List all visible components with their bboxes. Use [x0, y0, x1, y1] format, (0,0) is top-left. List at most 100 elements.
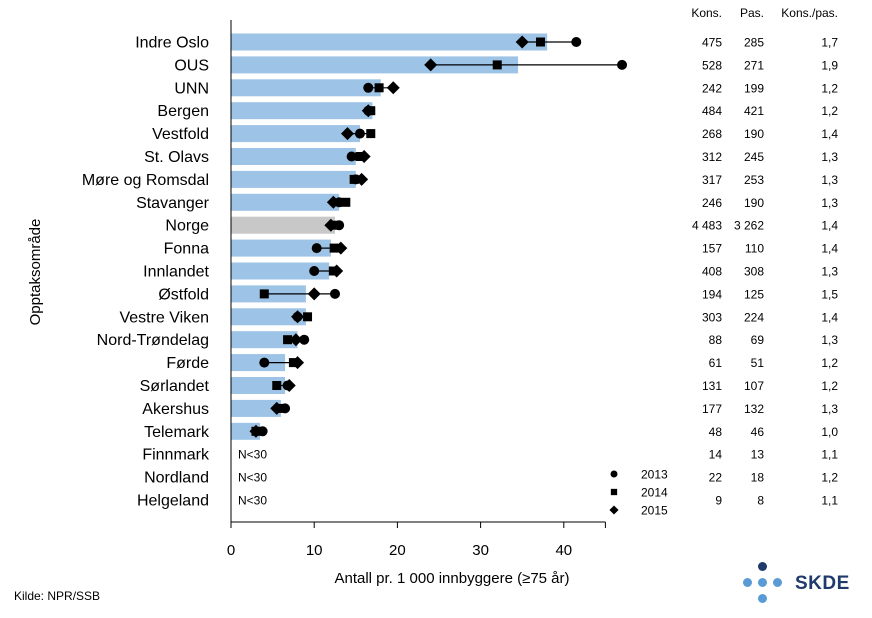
table-cell: 190 — [744, 196, 764, 210]
logo-dot — [773, 578, 782, 587]
table-cell: 246 — [702, 196, 722, 210]
table-cell: 194 — [702, 287, 722, 301]
table-cell: 46 — [751, 425, 765, 439]
point-2015 — [289, 333, 303, 347]
table-cell: 268 — [702, 127, 722, 141]
table-cell: 308 — [744, 265, 764, 279]
bar-fonna — [231, 239, 331, 257]
table-cell: 1,4 — [821, 127, 838, 141]
point-2015 — [424, 58, 438, 72]
point-2015 — [355, 172, 369, 186]
bar-ous — [231, 56, 519, 74]
point-2015 — [386, 81, 400, 95]
table-cell: 1,1 — [821, 448, 838, 462]
bar-akershus — [231, 399, 281, 417]
table-cell: 421 — [744, 104, 764, 118]
table-cell: 110 — [745, 242, 764, 256]
category-label: Telemark — [144, 424, 210, 441]
category-label: Indre Oslo — [135, 35, 209, 52]
y-axis-title: Opptaksområde — [27, 219, 44, 326]
legend-label: 2013 — [641, 468, 668, 482]
table-cell: 224 — [744, 310, 764, 324]
point-2015 — [270, 401, 284, 415]
table-cell: 51 — [751, 356, 765, 370]
category-label: Førde — [166, 355, 209, 372]
point-2015 — [307, 287, 321, 301]
bar-unn — [231, 79, 381, 97]
table-cell: 1,2 — [821, 379, 838, 393]
table-cell: 13 — [751, 448, 765, 462]
table-cell: 312 — [702, 150, 722, 164]
bar-st-olavs — [231, 148, 356, 165]
table-cell: 1,3 — [821, 196, 838, 210]
table-cell: 1,2 — [821, 471, 838, 485]
table-cell: 1,3 — [821, 265, 838, 279]
table-cell: 245 — [744, 150, 764, 164]
point-2014 — [272, 381, 282, 390]
bar-bergen — [231, 102, 373, 120]
table-cell: 528 — [702, 58, 722, 72]
point-2015 — [515, 35, 529, 49]
category-label: Vestre Viken — [119, 309, 209, 326]
point-2014 — [303, 312, 313, 322]
category-label: Fonna — [164, 241, 209, 258]
table-cell: 1,3 — [821, 402, 838, 416]
table-cell: 1,9 — [821, 58, 838, 72]
logo-dot — [743, 578, 752, 587]
table-cell: 88 — [709, 333, 723, 347]
table-cell: 107 — [744, 379, 764, 393]
x-tick-label: 0 — [227, 542, 235, 559]
point-2015 — [282, 379, 296, 392]
bar-innlandet — [231, 262, 330, 280]
table-cell: 61 — [709, 356, 723, 370]
bar-vestfold — [231, 125, 360, 143]
point-2014 — [283, 335, 293, 345]
point-2014 — [349, 174, 359, 184]
table-cell: 1,7 — [821, 36, 838, 50]
point-2013 — [330, 288, 340, 299]
point-2013 — [311, 243, 322, 254]
table-cell: 303 — [702, 310, 722, 324]
point-2015 — [326, 195, 340, 209]
table-cell: 125 — [744, 287, 764, 301]
category-label: Østfold — [158, 286, 209, 303]
table-cell: 1,0 — [821, 425, 838, 439]
logo-text: SKDE — [795, 573, 850, 594]
table-cell: 1,1 — [821, 494, 838, 508]
point-2014 — [536, 37, 546, 47]
category-label: Innlandet — [143, 264, 209, 281]
point-2014 — [259, 289, 269, 299]
legend-label: 2015 — [641, 504, 668, 518]
table-cell: 271 — [744, 58, 764, 72]
point-2013 — [309, 266, 320, 276]
table-cell: 132 — [744, 402, 764, 416]
bar-vestre-viken — [231, 308, 306, 326]
table-cell: 22 — [709, 471, 723, 485]
category-label: Nordland — [144, 470, 209, 487]
table-cell: 1,3 — [821, 173, 838, 187]
category-label: Sørlandet — [140, 378, 210, 395]
point-2015 — [324, 218, 338, 232]
table-cell: 1,2 — [821, 104, 838, 118]
table-header: Kons. — [691, 6, 722, 20]
category-label: Nord-Trøndelag — [97, 332, 209, 349]
point-2014 — [341, 197, 351, 207]
na-label: N<30 — [238, 448, 267, 462]
point-2015 — [291, 356, 305, 370]
category-label: Helgeland — [137, 493, 209, 510]
table-header: Kons./pas. — [781, 6, 838, 20]
point-2013 — [299, 334, 310, 345]
category-label: Møre og Romsdal — [82, 172, 209, 189]
point-2014 — [366, 129, 376, 139]
legend-marker-2014 — [610, 488, 618, 496]
table-header: Pas. — [740, 6, 764, 20]
point-2014 — [492, 60, 502, 70]
category-label: OUS — [174, 57, 209, 74]
table-cell: 190 — [744, 127, 764, 141]
category-label: UNN — [174, 80, 209, 97]
source-note: Kilde: NPR/SSB — [14, 589, 101, 603]
table-cell: 285 — [744, 36, 764, 50]
bar-s-rlandet — [231, 377, 286, 394]
category-label: Vestfold — [152, 126, 209, 143]
category-label: Norge — [165, 218, 209, 235]
